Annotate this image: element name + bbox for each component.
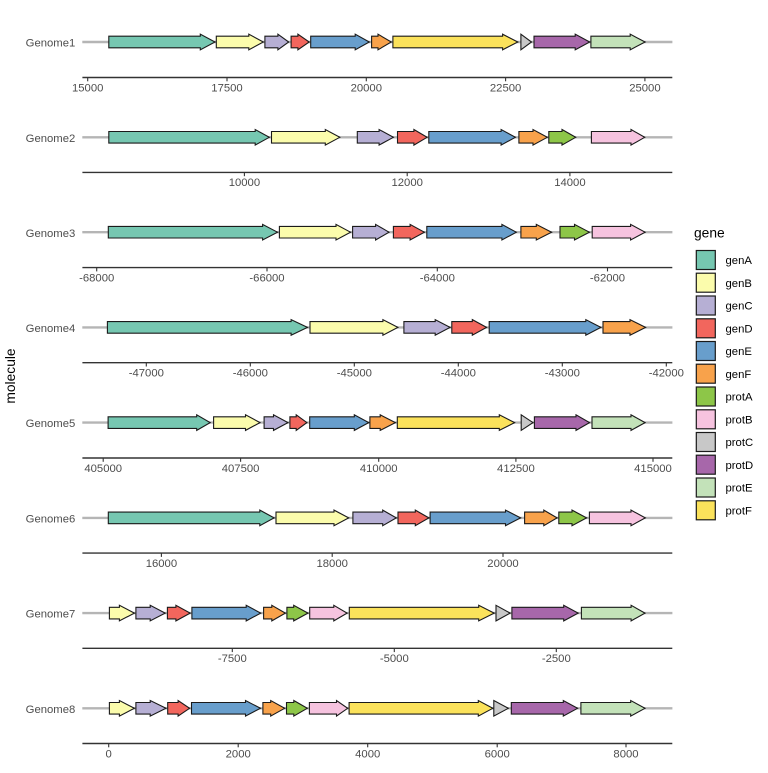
svg-text:Genome4: Genome4	[26, 323, 76, 335]
svg-text:-46000: -46000	[233, 368, 268, 380]
svg-text:protA: protA	[726, 392, 753, 404]
svg-text:17500: 17500	[211, 82, 242, 94]
svg-text:Genome3: Genome3	[26, 228, 76, 240]
svg-text:genA: genA	[726, 255, 753, 267]
svg-text:molecule: molecule	[3, 348, 18, 404]
svg-text:Genome2: Genome2	[26, 133, 76, 145]
svg-text:25000: 25000	[629, 82, 660, 94]
svg-text:protB: protB	[726, 414, 753, 426]
svg-text:14000: 14000	[554, 177, 585, 189]
svg-text:20000: 20000	[487, 558, 518, 570]
svg-text:genC: genC	[726, 301, 753, 313]
svg-text:Genome7: Genome7	[26, 609, 76, 621]
svg-text:415000: 415000	[634, 463, 672, 475]
svg-text:20000: 20000	[351, 82, 382, 94]
svg-text:18000: 18000	[316, 558, 347, 570]
svg-text:405000: 405000	[84, 463, 122, 475]
svg-text:-64000: -64000	[420, 272, 455, 284]
svg-text:protE: protE	[726, 483, 753, 495]
svg-text:22500: 22500	[490, 82, 521, 94]
svg-text:genD: genD	[726, 323, 753, 335]
svg-text:genE: genE	[726, 346, 753, 358]
svg-text:15000: 15000	[72, 82, 103, 94]
svg-text:-68000: -68000	[79, 272, 114, 284]
svg-text:4000: 4000	[355, 748, 380, 760]
svg-text:protF: protF	[726, 505, 752, 517]
svg-text:-2500: -2500	[542, 653, 571, 665]
svg-text:Genome1: Genome1	[26, 38, 76, 50]
svg-text:410000: 410000	[360, 463, 398, 475]
svg-text:Genome6: Genome6	[26, 514, 76, 526]
svg-text:genF: genF	[726, 369, 752, 381]
svg-text:-43000: -43000	[545, 368, 580, 380]
svg-text:-5000: -5000	[380, 653, 409, 665]
svg-text:12000: 12000	[391, 177, 422, 189]
svg-text:-66000: -66000	[249, 272, 284, 284]
svg-text:6000: 6000	[485, 748, 510, 760]
svg-text:-47000: -47000	[129, 368, 164, 380]
svg-text:-42000: -42000	[649, 368, 684, 380]
svg-text:-7500: -7500	[218, 653, 247, 665]
svg-text:Genome5: Genome5	[26, 418, 76, 430]
svg-text:0: 0	[106, 748, 112, 760]
svg-text:8000: 8000	[613, 748, 638, 760]
svg-text:10000: 10000	[229, 177, 260, 189]
svg-text:protD: protD	[726, 460, 754, 472]
svg-text:2000: 2000	[226, 748, 251, 760]
svg-text:407500: 407500	[222, 463, 260, 475]
svg-text:-45000: -45000	[337, 368, 372, 380]
svg-text:-44000: -44000	[441, 368, 476, 380]
svg-text:Genome8: Genome8	[26, 704, 76, 716]
svg-text:genB: genB	[726, 278, 752, 290]
svg-text:412500: 412500	[497, 463, 535, 475]
svg-text:-62000: -62000	[590, 272, 625, 284]
svg-text:gene: gene	[694, 226, 725, 241]
svg-text:16000: 16000	[146, 558, 177, 570]
svg-text:protC: protC	[726, 437, 754, 449]
